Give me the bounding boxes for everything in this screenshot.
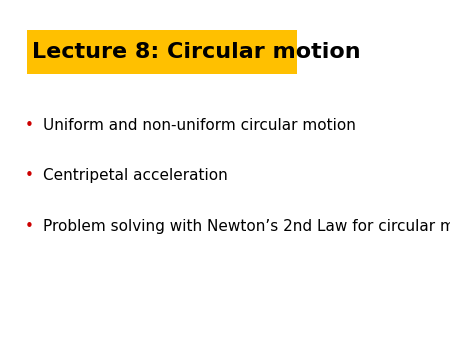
Text: Centripetal acceleration: Centripetal acceleration <box>43 168 228 183</box>
Text: Lecture 8: Circular motion: Lecture 8: Circular motion <box>32 42 361 63</box>
Text: •: • <box>25 168 34 183</box>
Text: •: • <box>25 118 34 132</box>
Text: Problem solving with Newton’s 2nd Law for circular motion: Problem solving with Newton’s 2nd Law fo… <box>43 219 450 234</box>
Text: Uniform and non-uniform circular motion: Uniform and non-uniform circular motion <box>43 118 356 132</box>
Text: •: • <box>25 219 34 234</box>
